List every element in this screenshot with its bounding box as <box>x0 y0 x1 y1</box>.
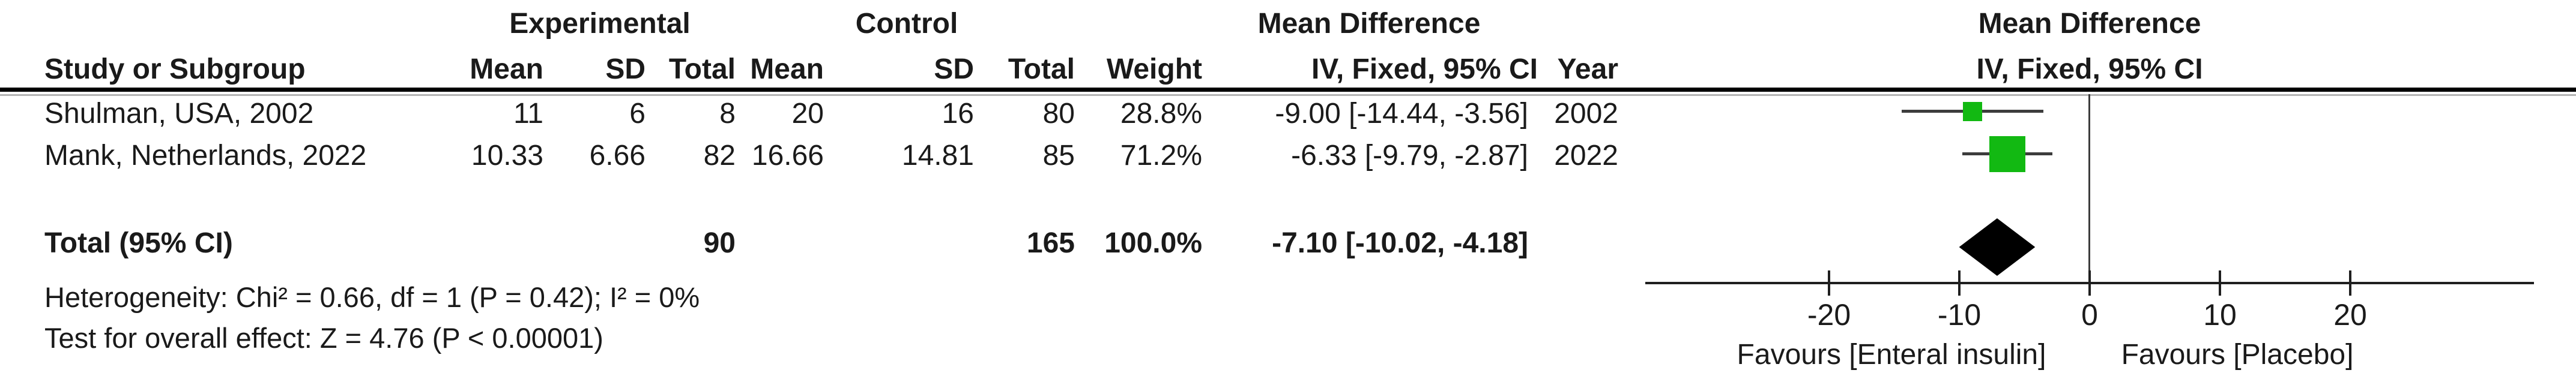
header-rule <box>0 88 2576 92</box>
header-ctl-total: Total <box>1008 53 1075 85</box>
study-marker-square <box>1962 102 1982 121</box>
header-iv-fixed-right: IV, Fixed, 95% CI <box>1976 53 2203 85</box>
cell-year: 2002 <box>1554 98 1618 130</box>
axis-tick-label: 0 <box>2081 298 2098 332</box>
zero-line <box>2088 94 2090 284</box>
axis-tick-label: -10 <box>1937 298 1982 332</box>
axis-tick-label: 20 <box>2333 298 2367 332</box>
total-ci: -7.10 [-10.02, -4.18] <box>1272 227 1528 259</box>
cell-exp-mean: 11 <box>513 98 543 130</box>
cell-exp-total: 8 <box>719 98 736 130</box>
cell-study: Shulman, USA, 2002 <box>44 98 314 130</box>
header-mean-difference-left: Mean Difference <box>1257 8 1481 40</box>
header-exp-total: Total <box>668 53 736 85</box>
header-group-control: Control <box>855 8 958 40</box>
cell-ci: -6.33 [-9.79, -2.87] <box>1291 140 1528 172</box>
axis-tick-label: 10 <box>2203 298 2237 332</box>
favours-right-label: Favours [Placebo] <box>2121 339 2354 371</box>
header-exp-sd: SD <box>605 53 646 85</box>
header-weight: Weight <box>1106 53 1202 85</box>
cell-exp-total: 82 <box>703 140 736 172</box>
cell-ci: -9.00 [-14.44, -3.56] <box>1275 98 1528 130</box>
cell-exp-sd: 6.66 <box>589 140 646 172</box>
cell-ctl-total: 85 <box>1042 140 1075 172</box>
axis-tick <box>2349 270 2351 296</box>
cell-weight: 28.8% <box>1120 98 1202 130</box>
axis-tick <box>1958 270 1961 296</box>
favours-left-label: Favours [Enteral insulin] <box>1737 339 2046 371</box>
summary-diamond <box>1959 218 2036 276</box>
header-mean-difference-right: Mean Difference <box>1978 8 2201 40</box>
header-ctl-sd: SD <box>934 53 974 85</box>
header-exp-mean: Mean <box>470 53 543 85</box>
total-ctl-total: 165 <box>1026 227 1075 259</box>
cell-ctl-mean: 20 <box>791 98 824 130</box>
cell-ctl-total: 80 <box>1042 98 1075 130</box>
header-group-experimental: Experimental <box>509 8 691 40</box>
cell-year: 2022 <box>1554 140 1618 172</box>
heterogeneity-text: Heterogeneity: Chi² = 0.66, df = 1 (P = … <box>44 281 700 313</box>
cell-exp-mean: 10.33 <box>471 140 543 172</box>
cell-ctl-sd: 16 <box>942 98 974 130</box>
header-rule-shadow <box>0 94 2576 96</box>
cell-weight: 71.2% <box>1120 140 1202 172</box>
header-year: Year <box>1557 53 1618 85</box>
axis-tick <box>1828 270 1830 296</box>
header-iv-fixed-left: IV, Fixed, 95% CI <box>1311 53 1538 85</box>
axis-tick-label: -20 <box>1807 298 1851 332</box>
header-ctl-mean: Mean <box>750 53 824 85</box>
header-study: Study or Subgroup <box>44 53 306 85</box>
total-label: Total (95% CI) <box>44 227 233 259</box>
total-weight: 100.0% <box>1104 227 1202 259</box>
cell-ctl-sd: 14.81 <box>901 140 974 172</box>
cell-exp-sd: 6 <box>629 98 646 130</box>
cell-study: Mank, Netherlands, 2022 <box>44 140 367 172</box>
overall-effect-text: Test for overall effect: Z = 4.76 (P < 0… <box>44 322 603 354</box>
total-exp-total: 90 <box>703 227 736 259</box>
axis-tick <box>2219 270 2221 296</box>
study-marker-square <box>1989 136 2025 172</box>
cell-ctl-mean: 16.66 <box>751 140 824 172</box>
axis-tick <box>2088 270 2091 296</box>
